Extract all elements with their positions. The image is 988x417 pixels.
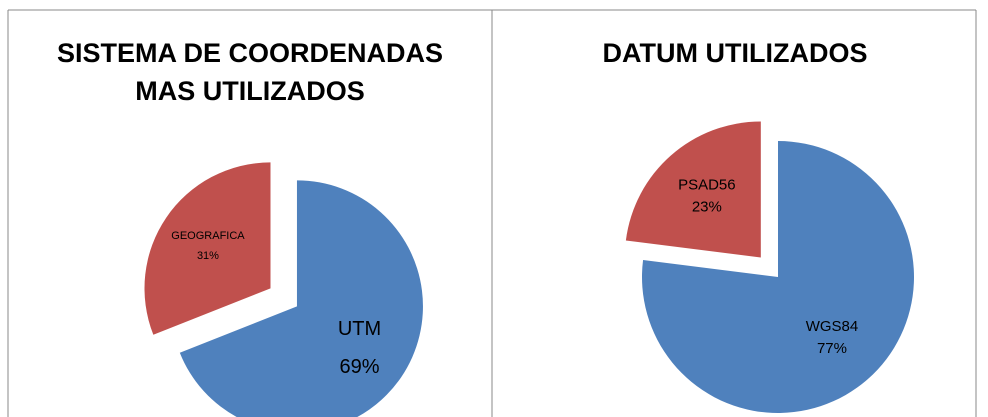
pie-slice bbox=[144, 162, 271, 335]
slice-value-label: 23% bbox=[692, 198, 722, 215]
slice-label: PSAD56 bbox=[678, 176, 736, 193]
chart-title: DATUM UTILIZADOS bbox=[602, 38, 868, 68]
pie-slice bbox=[179, 180, 423, 417]
slice-value-label: 77% bbox=[817, 340, 847, 357]
slice-value-label: 31% bbox=[197, 250, 219, 262]
slice-value-label: 69% bbox=[339, 356, 379, 378]
slice-label: UTM bbox=[338, 318, 381, 340]
chart-title: SISTEMA DE COORDENADAS MAS UTILIZADOS bbox=[56, 38, 444, 106]
slice-label: WGS84 bbox=[806, 318, 859, 335]
pie-slice bbox=[625, 121, 761, 258]
pie-slice bbox=[642, 141, 915, 413]
slice-label: GEOGRAFICA bbox=[171, 230, 245, 242]
